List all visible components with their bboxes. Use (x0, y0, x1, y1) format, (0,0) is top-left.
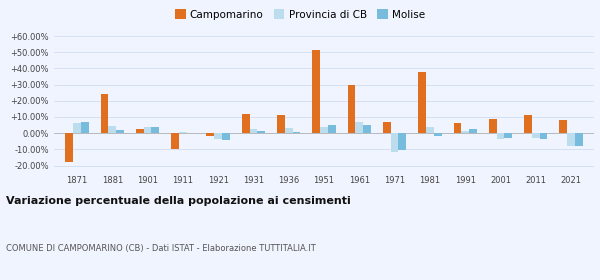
Bar (418, 73, 426, 133)
Legend: Campomarino, Provincia di CB, Molise: Campomarino, Provincia di CB, Molise (171, 5, 429, 24)
Bar (179, 132, 187, 133)
Bar (461, 131, 469, 133)
Bar (524, 115, 532, 133)
Bar (398, 133, 406, 150)
Bar (347, 85, 355, 133)
Bar (469, 129, 477, 133)
Bar (567, 133, 575, 146)
Bar (285, 128, 293, 133)
Bar (363, 125, 371, 133)
Bar (293, 132, 301, 133)
Bar (355, 122, 363, 133)
Bar (116, 130, 124, 133)
Bar (391, 133, 398, 152)
Bar (136, 129, 143, 133)
Bar (383, 122, 391, 133)
Bar (109, 126, 116, 133)
Bar (497, 133, 505, 139)
Bar (214, 133, 222, 139)
Bar (277, 115, 285, 133)
Bar (320, 127, 328, 133)
Bar (539, 133, 547, 139)
Bar (426, 127, 434, 133)
Bar (250, 129, 257, 133)
Bar (328, 125, 335, 133)
Text: COMUNE DI CAMPOMARINO (CB) - Dati ISTAT - Elaborazione TUTTITALIA.IT: COMUNE DI CAMPOMARINO (CB) - Dati ISTAT … (6, 244, 316, 253)
Bar (313, 50, 320, 133)
Bar (81, 122, 89, 133)
Bar (151, 127, 159, 133)
Bar (171, 133, 179, 148)
Bar (575, 133, 583, 146)
Bar (222, 133, 230, 140)
Text: Variazione percentuale della popolazione ai censimenti: Variazione percentuale della popolazione… (6, 196, 351, 206)
Bar (143, 127, 151, 133)
Bar (559, 120, 567, 133)
Bar (454, 123, 461, 133)
Bar (242, 114, 250, 133)
Bar (65, 133, 73, 162)
Bar (101, 94, 109, 133)
Bar (434, 133, 442, 136)
Bar (257, 131, 265, 133)
Bar (489, 119, 497, 133)
Bar (505, 133, 512, 138)
Bar (206, 133, 214, 136)
Bar (532, 133, 539, 138)
Bar (73, 123, 81, 133)
